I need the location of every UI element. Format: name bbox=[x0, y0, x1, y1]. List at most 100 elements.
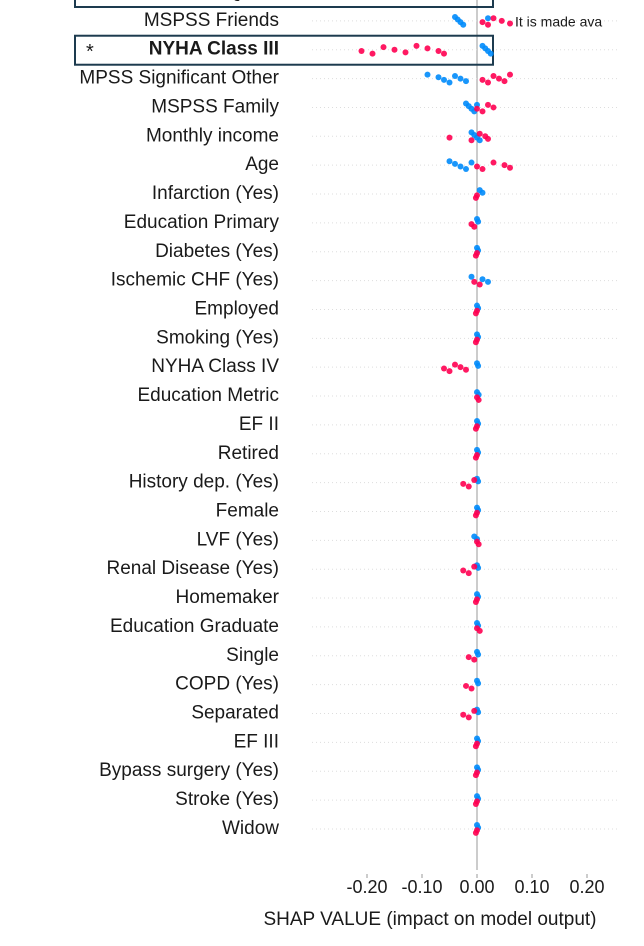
point bbox=[369, 50, 376, 57]
point bbox=[472, 310, 479, 317]
point bbox=[490, 159, 497, 166]
point bbox=[471, 707, 478, 714]
y-tick-label: Education Primary bbox=[124, 212, 280, 233]
x-tick-label: 0.10 bbox=[514, 877, 549, 897]
point bbox=[475, 396, 482, 403]
point bbox=[424, 45, 431, 52]
x-tick-label: 0.20 bbox=[569, 877, 604, 897]
point bbox=[474, 105, 480, 112]
point bbox=[485, 135, 491, 142]
y-tick-label: Homemaker bbox=[176, 587, 280, 608]
point bbox=[476, 627, 483, 634]
y-tick-label: Female bbox=[216, 500, 279, 521]
highlight-marker: * bbox=[86, 0, 94, 5]
point bbox=[471, 278, 478, 285]
point bbox=[475, 362, 482, 369]
point bbox=[446, 79, 453, 86]
rows: -0.20 -0.10 0.00 0.10 0.20 * EQVAS MSPSS Friend… bbox=[74, 0, 620, 897]
point bbox=[472, 252, 479, 259]
y-tick-label: Separated bbox=[191, 703, 279, 724]
point bbox=[452, 361, 458, 368]
y-tick-label: Widow bbox=[222, 818, 279, 839]
point bbox=[465, 714, 472, 721]
point bbox=[463, 682, 469, 689]
point bbox=[472, 454, 479, 461]
point bbox=[476, 281, 483, 288]
y-tick-label: EQVAS bbox=[214, 0, 279, 2]
point bbox=[472, 194, 479, 201]
point bbox=[460, 480, 467, 487]
y-tick-label: Education Metric bbox=[137, 385, 279, 406]
point bbox=[472, 829, 479, 836]
point bbox=[468, 273, 475, 280]
point bbox=[465, 654, 472, 661]
point bbox=[475, 680, 482, 687]
point bbox=[479, 76, 486, 83]
x-axis-label: SHAP VALUE (impact on model output) bbox=[263, 909, 596, 930]
y-tick-label: NYHA Class IV bbox=[151, 356, 279, 377]
point bbox=[472, 339, 479, 346]
point bbox=[468, 159, 475, 166]
point bbox=[468, 685, 475, 692]
point bbox=[475, 541, 482, 548]
highlight-box bbox=[74, 0, 494, 8]
highlight-box bbox=[74, 34, 494, 66]
point bbox=[479, 189, 486, 196]
y-tick-label: Smoking (Yes) bbox=[156, 327, 279, 348]
point bbox=[468, 137, 475, 144]
point bbox=[463, 366, 469, 373]
point bbox=[479, 108, 486, 115]
point bbox=[496, 75, 502, 82]
point bbox=[471, 477, 478, 484]
point bbox=[380, 44, 387, 51]
point bbox=[479, 276, 486, 283]
y-tick-label: Age bbox=[245, 154, 279, 175]
point bbox=[471, 656, 478, 663]
point bbox=[472, 800, 479, 807]
point bbox=[457, 163, 464, 170]
point bbox=[498, 17, 505, 24]
point bbox=[457, 75, 464, 82]
point bbox=[472, 743, 479, 750]
point bbox=[358, 48, 365, 55]
point bbox=[501, 78, 508, 85]
point bbox=[485, 79, 491, 86]
point bbox=[402, 49, 409, 56]
point bbox=[475, 218, 482, 225]
point bbox=[391, 46, 398, 53]
point bbox=[476, 130, 483, 137]
point bbox=[460, 567, 467, 574]
point bbox=[471, 223, 478, 230]
point bbox=[474, 163, 480, 170]
point bbox=[463, 78, 469, 85]
point bbox=[446, 158, 453, 165]
point bbox=[479, 166, 486, 173]
point bbox=[490, 72, 497, 79]
point bbox=[435, 48, 442, 55]
y-tick-label: Single bbox=[226, 645, 279, 666]
highlight-marker: * bbox=[86, 41, 94, 63]
y-tick-label: MSPSS Friends bbox=[144, 10, 279, 31]
point bbox=[457, 364, 464, 371]
point bbox=[446, 368, 453, 375]
y-tick-label: LVF (Yes) bbox=[197, 529, 279, 550]
y-tick-label: NYHA Class III bbox=[149, 39, 279, 60]
y-tick-label: Monthly income bbox=[146, 125, 279, 146]
point bbox=[441, 76, 447, 83]
x-tick-label: -0.10 bbox=[401, 877, 442, 897]
y-tick-label: Renal Disease (Yes) bbox=[107, 558, 280, 579]
point bbox=[479, 19, 486, 26]
y-tick-label: History dep. (Yes) bbox=[129, 472, 279, 493]
point bbox=[472, 598, 479, 605]
point bbox=[465, 483, 472, 490]
point bbox=[471, 563, 478, 570]
y-tick-label: Diabetes (Yes) bbox=[155, 241, 279, 262]
point bbox=[490, 104, 497, 111]
y-tick-label: Ischemic CHF (Yes) bbox=[111, 270, 279, 291]
point bbox=[507, 164, 513, 171]
point bbox=[490, 15, 497, 22]
point bbox=[452, 160, 458, 167]
point bbox=[485, 21, 491, 28]
point bbox=[452, 72, 458, 79]
